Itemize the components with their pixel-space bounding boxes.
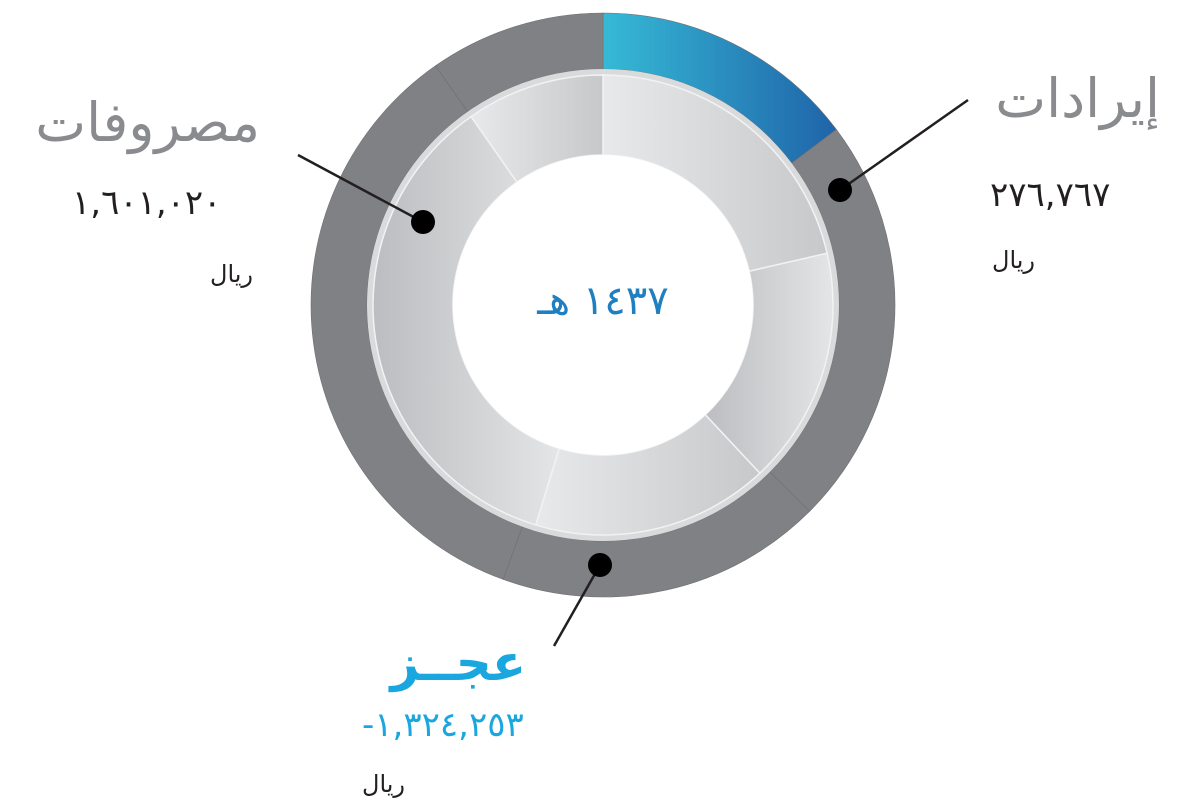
center-label: ١٤٣٧ هـ <box>536 278 668 324</box>
revenue-marker <box>828 178 852 202</box>
expenses-marker <box>411 210 435 234</box>
leader-lines <box>297 98 969 647</box>
revenue-title: إيرادات <box>995 67 1160 130</box>
expenses-title: مصروفات <box>35 91 260 154</box>
expenses-value: ١,٦٠١,٠٢٠ <box>72 183 222 223</box>
outer-ring <box>310 12 896 598</box>
expenses-unit: ريال <box>210 260 254 288</box>
expenses-leader-line <box>297 153 424 224</box>
revenue-unit: ريال <box>992 246 1036 274</box>
deficit-unit: ريال <box>362 770 406 798</box>
deficit-leader-line <box>552 564 602 647</box>
deficit-value: -١,٣٢٤,٢٥٣ <box>362 705 524 745</box>
revenue-value: ٢٧٦,٧٦٧ <box>990 175 1111 215</box>
center-hole <box>453 155 753 455</box>
deficit-marker <box>588 553 612 577</box>
deficit-title: عجــز <box>390 634 526 692</box>
revenue-leader-line <box>839 98 969 192</box>
inner-ring <box>367 69 839 541</box>
